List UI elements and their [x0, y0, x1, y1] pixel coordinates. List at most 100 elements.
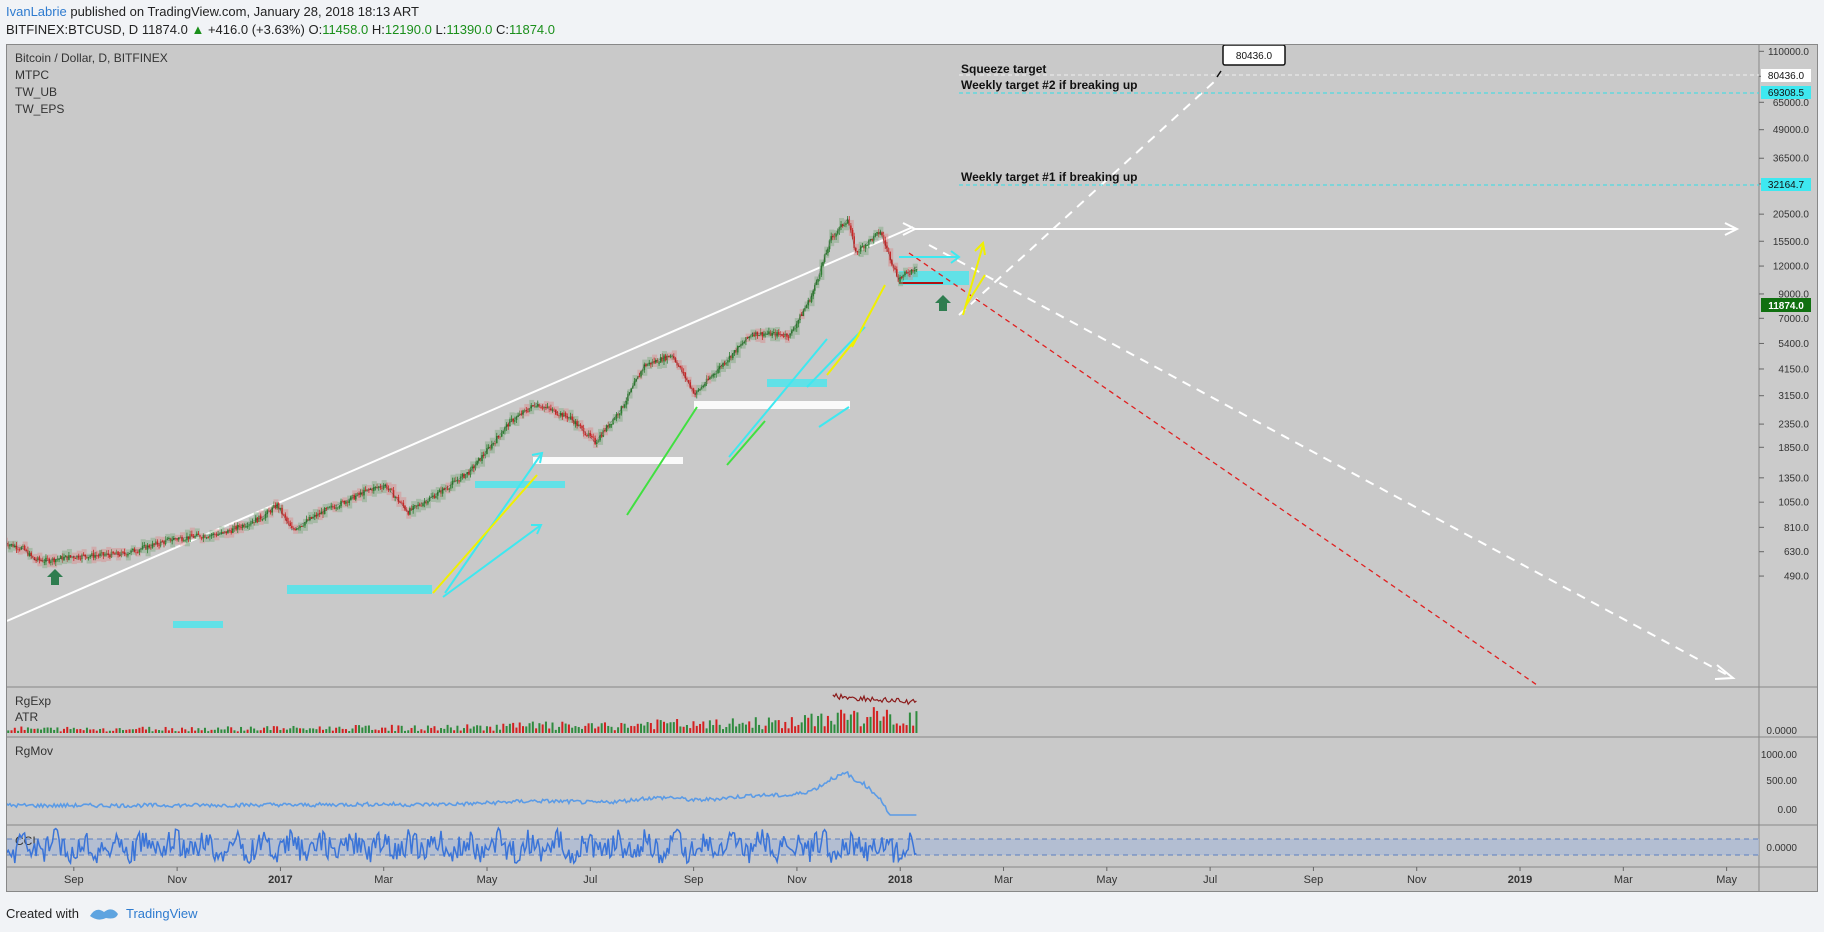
candle-body [714, 373, 716, 375]
candle-body [769, 331, 772, 336]
time-axis[interactable]: Sep Nov 2017 Mar May Jul Sep Nov 2018 Mar May Jul Se… [64, 867, 1738, 886]
candle-body [402, 502, 405, 506]
volume-bar [279, 729, 282, 733]
volume-bar [862, 723, 865, 733]
price-point [671, 354, 673, 356]
price-tick-label: 490.0 [1784, 572, 1809, 583]
candle-body [407, 511, 410, 515]
candle-body [689, 382, 692, 388]
candle-body [58, 558, 60, 560]
candle-body [320, 511, 323, 515]
breakout-projection[interactable] [958, 80, 1216, 316]
candle-body [669, 356, 672, 358]
candle-body [653, 361, 655, 363]
candle-body [787, 336, 790, 338]
candle-body [66, 555, 69, 560]
volume-bar [367, 725, 370, 733]
price-point [369, 488, 372, 490]
atr-title[interactable]: ATR [15, 710, 38, 724]
candle-body [654, 360, 657, 363]
candle-body [227, 530, 229, 534]
candle-body [432, 495, 434, 497]
volume-bar [331, 730, 334, 733]
candle-body [648, 362, 651, 365]
chart-svg[interactable]: Bitcoin / Dollar, D, BITFINEX MTPC TW_UB… [2, 44, 1817, 891]
indicator-tw-ub[interactable]: TW_UB [15, 85, 57, 99]
candle-body [414, 505, 416, 507]
volume-bar [574, 726, 577, 733]
green-trend [726, 420, 766, 466]
ohlc-line: BITFINEX:BTCUSD, D 11874.0 ▲ +416.0 (+3.… [6, 22, 555, 37]
buy-arrow-icon[interactable] [47, 569, 63, 585]
volume-bar [190, 727, 193, 733]
long-trendline[interactable] [6, 226, 914, 622]
buy-arrow-icon[interactable] [935, 295, 951, 311]
volume-bar [299, 728, 302, 733]
candle-body [533, 405, 536, 407]
volume-bar [420, 729, 423, 733]
candle-body [695, 390, 698, 395]
volume-bar [551, 722, 554, 733]
candle-body [97, 555, 100, 557]
rgmov-tick-1000: 1000.00 [1761, 750, 1798, 761]
candle-body [548, 406, 551, 409]
candle-body [373, 487, 375, 491]
tradingview-logo-icon[interactable] [88, 904, 122, 922]
volume-bar [482, 730, 485, 733]
red-dashed-trendline[interactable] [908, 252, 1538, 686]
indicator-mtpc[interactable]: MTPC [15, 68, 49, 82]
volume-bar [43, 727, 46, 733]
volume-bar [649, 722, 652, 733]
volatility-box [676, 360, 682, 371]
price-callout[interactable] [1222, 44, 1286, 66]
candle-body [210, 534, 213, 536]
chart-area[interactable]: Bitcoin / Dollar, D, BITFINEX MTPC TW_UB… [2, 44, 1818, 892]
candle-body [307, 519, 310, 521]
volume-bar [410, 727, 413, 733]
tradingview-link[interactable]: TradingView [126, 906, 198, 921]
volume-bar [82, 730, 85, 733]
candle-body [825, 253, 828, 255]
candle-body [554, 409, 557, 415]
candle-body [807, 300, 810, 306]
volume-bar [502, 723, 505, 733]
candle-body [668, 355, 670, 358]
price-axis[interactable]: 110000.085000.065000.049000.036500.02800… [1759, 47, 1809, 583]
indicator-tw-eps[interactable]: TW_EPS [15, 102, 64, 116]
yellow-trend [432, 474, 538, 594]
volatility-box [602, 424, 608, 436]
candle-body [261, 519, 264, 521]
candle-body [795, 323, 798, 329]
rgmov-title[interactable]: RgMov [15, 744, 53, 758]
candle-body [330, 505, 332, 507]
bear-projection[interactable] [928, 244, 1732, 678]
candle-body [325, 508, 328, 510]
volume-bar [584, 725, 587, 733]
candle-body [563, 412, 565, 417]
candle-body [427, 500, 429, 504]
price-tick-label: 9000.0 [1778, 289, 1809, 300]
volume-bar [302, 728, 305, 733]
candle-body [361, 492, 364, 496]
candle-body [738, 346, 741, 348]
candle-body [107, 553, 110, 556]
rgexp-title[interactable]: RgExp [15, 694, 51, 708]
volatility-box [165, 533, 171, 544]
high-value: 12190.0 [384, 22, 432, 37]
candle-body [53, 558, 55, 563]
volume-bar [571, 727, 574, 733]
candle-body [784, 333, 787, 337]
candle-body [766, 333, 769, 335]
candle-body [110, 551, 113, 558]
candle-body [451, 480, 454, 485]
candle-body [530, 405, 532, 409]
author-link[interactable]: IvanLabrie [6, 4, 67, 19]
open-label: O: [308, 22, 323, 37]
candle-body [871, 239, 873, 241]
candle-body [827, 249, 829, 254]
candle-body [248, 524, 251, 527]
volume-bar [518, 722, 521, 733]
candle-body [500, 433, 503, 437]
candle-body [405, 509, 408, 512]
volume-bar [620, 722, 623, 733]
